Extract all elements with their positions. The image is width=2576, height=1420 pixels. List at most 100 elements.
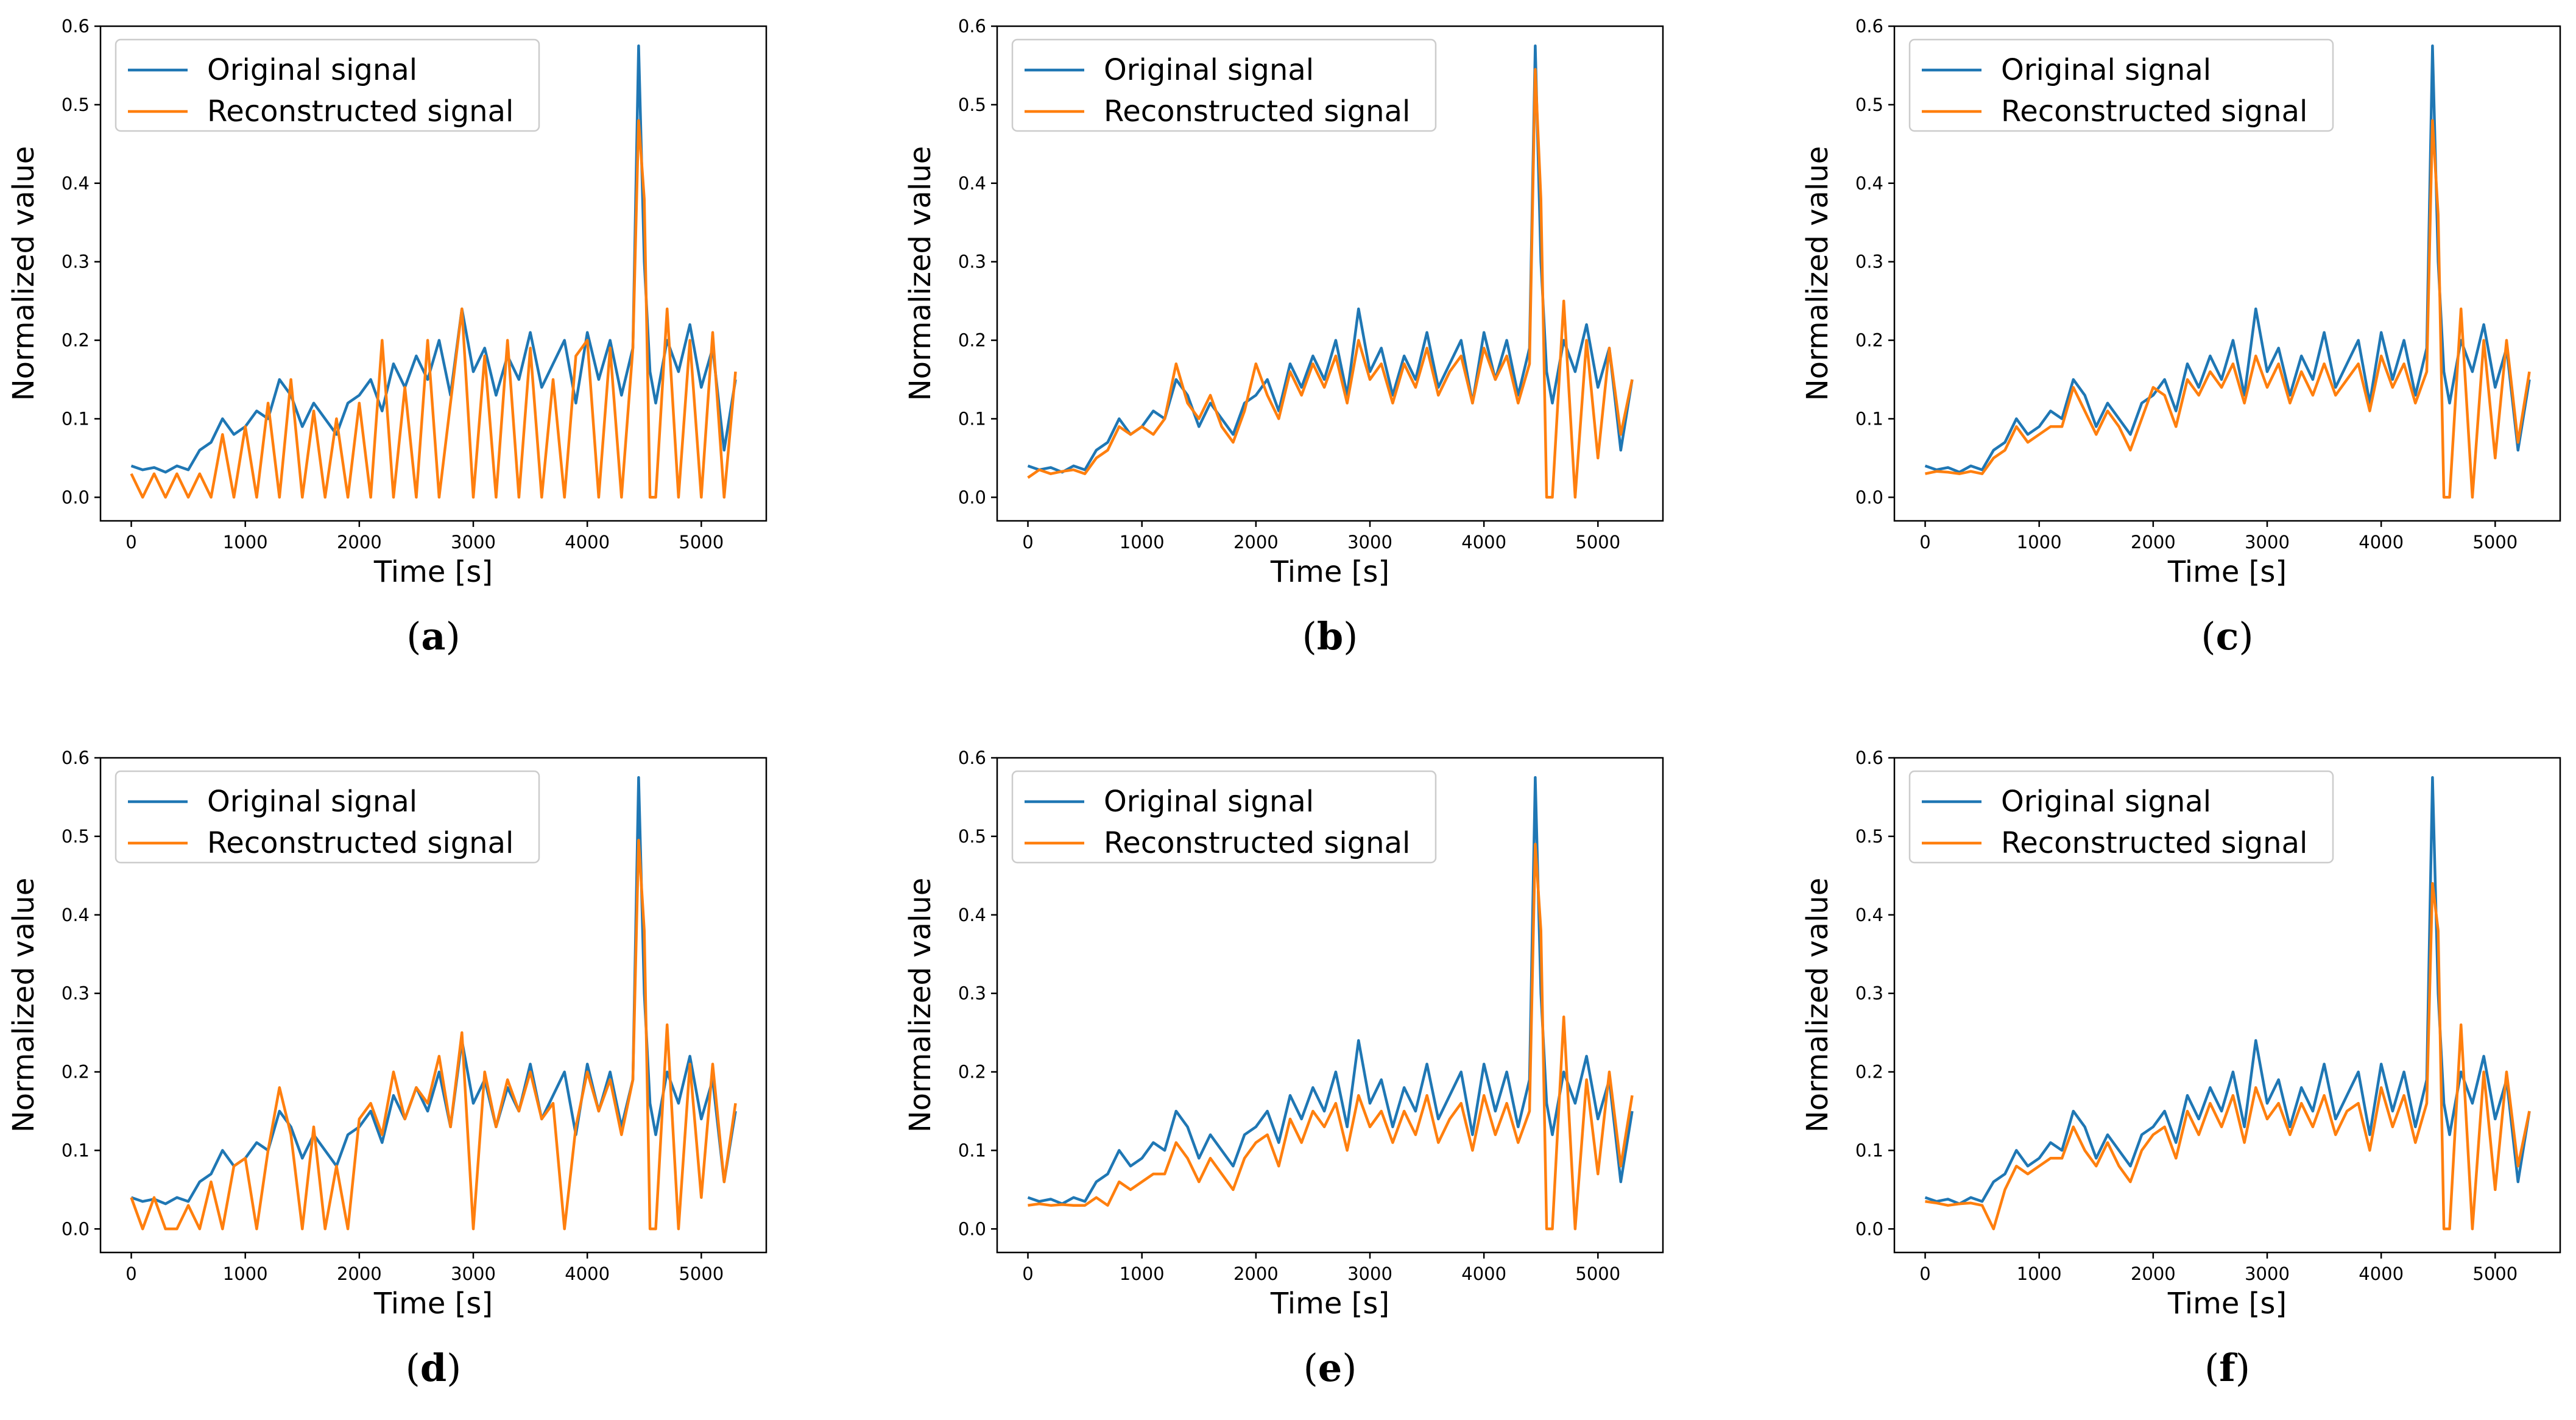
x-tick-label: 2000 (337, 1263, 382, 1284)
legend-box (1011, 38, 1437, 132)
series-group (1027, 775, 1634, 1231)
x-tick-label: 1000 (2017, 1263, 2062, 1284)
plot-frame (996, 757, 1664, 1254)
legend: Original signal Reconstructed signal (1011, 38, 1437, 132)
x-tick-label: 1000 (1120, 1263, 1165, 1284)
x-tick-label: 0 (1919, 1263, 1930, 1284)
y-tick-label: 0.3 (1855, 983, 1883, 1004)
x-axis-title: Time [s] (373, 555, 493, 589)
x-tick-label: 0 (1022, 532, 1033, 553)
y-tick-label: 0.2 (1855, 1062, 1883, 1083)
series-group (1027, 44, 1634, 499)
legend-label: Reconstructed signal (2001, 826, 2307, 860)
x-tick-label: 5000 (679, 1263, 724, 1284)
legend-box (115, 38, 540, 132)
y-tick-label: 0.6 (62, 16, 90, 37)
y-tick-label: 0.6 (1855, 16, 1883, 37)
x-tick-label: 1000 (1120, 532, 1165, 553)
legend-box (1011, 770, 1437, 864)
legend-box (115, 770, 540, 864)
y-tick-label: 0.3 (62, 983, 90, 1004)
x-tick-label: 0 (125, 1263, 136, 1284)
y-tick-label: 0.5 (1855, 94, 1883, 115)
x-tick-label: 4000 (1461, 532, 1506, 553)
x-axis-title: Time [s] (1270, 555, 1389, 589)
y-tick-label: 0.6 (1855, 747, 1883, 768)
y-axis-title: Normalized value (1801, 146, 1835, 401)
y-tick-label: 0.1 (62, 1140, 90, 1160)
series-line-reconstructed (1925, 119, 2531, 499)
series-group (130, 44, 737, 499)
plot-frame (1893, 757, 2561, 1254)
y-axis-title: Normalized value (903, 146, 937, 401)
y-axis-title: Normalized value (1801, 878, 1835, 1133)
chart-panel-a: 0 1000 2000 3000 4000 5000 0.0 0.1 0.2 0.3 0.4 0.5 0… (7, 16, 768, 659)
y-tick-label: 0.2 (62, 1062, 90, 1083)
y-tick-label: 0.0 (62, 487, 90, 507)
plot-frame (996, 25, 1664, 522)
legend-label: Reconstructed signal (1104, 826, 1410, 860)
y-tick-label: 0.0 (1855, 487, 1883, 507)
y-tick-label: 0.2 (958, 1062, 986, 1083)
series-line-original (1924, 775, 2531, 1206)
x-tick-label: 0 (1022, 1263, 1033, 1284)
y-tick-label: 0.3 (958, 983, 986, 1004)
y-tick-label: 0.3 (1855, 252, 1883, 272)
y-tick-label: 0.0 (958, 487, 986, 507)
y-tick-label: 0.6 (958, 16, 986, 37)
y-axis-title: Normalized value (7, 878, 41, 1133)
x-tick-label: 3000 (451, 1263, 496, 1284)
y-tick-label: 0.1 (1855, 408, 1883, 429)
panel-caption: (f) (2204, 1346, 2250, 1390)
legend-box (1908, 38, 2334, 132)
legend-label: Original signal (2001, 785, 2211, 819)
y-tick-label: 0.4 (958, 905, 986, 925)
legend: Original signal Reconstructed signal (1908, 770, 2334, 864)
legend-label: Original signal (207, 785, 417, 819)
x-tick-label: 0 (125, 532, 136, 553)
legend: Original signal Reconstructed signal (115, 770, 540, 864)
y-tick-label: 0.5 (958, 826, 986, 847)
x-tick-label: 1000 (2017, 532, 2062, 553)
legend-label: Original signal (2001, 53, 2211, 87)
chart-panel-c: 0 1000 2000 3000 4000 5000 0.0 0.1 0.2 0.3 0.4 0.5 0… (1801, 16, 2561, 659)
x-tick-label: 4000 (1461, 1263, 1506, 1284)
y-axis-title: Normalized value (7, 146, 41, 401)
legend: Original signal Reconstructed signal (1011, 770, 1437, 864)
series-line-reconstructed (1028, 842, 1634, 1231)
y-tick-label: 0.3 (62, 252, 90, 272)
y-tick-label: 0.1 (1855, 1140, 1883, 1160)
legend: Original signal Reconstructed signal (1908, 38, 2334, 132)
x-tick-label: 2000 (1233, 1263, 1279, 1284)
y-axis-title: Normalized value (903, 878, 937, 1133)
y-tick-label: 0.4 (958, 173, 986, 194)
series-group (1924, 44, 2531, 499)
y-tick-label: 0.4 (1855, 905, 1883, 925)
x-axis-title: Time [s] (373, 1287, 493, 1321)
plot-frame (99, 757, 768, 1254)
legend-box (1908, 770, 2334, 864)
legend-label: Original signal (1104, 785, 1314, 819)
legend: Original signal Reconstructed signal (115, 38, 540, 132)
x-tick-label: 5000 (2472, 532, 2518, 553)
y-tick-label: 0.0 (958, 1218, 986, 1239)
x-tick-label: 4000 (565, 532, 610, 553)
legend-label: Reconstructed signal (207, 826, 513, 860)
x-axis-title: Time [s] (2167, 1287, 2287, 1321)
y-tick-label: 0.1 (958, 1140, 986, 1160)
y-tick-label: 0.6 (958, 747, 986, 768)
chart-panel-f: 0 1000 2000 3000 4000 5000 0.0 0.1 0.2 0.3 0.4 0.5 0… (1801, 747, 2561, 1390)
x-tick-label: 3000 (451, 532, 496, 553)
legend-label: Reconstructed signal (2001, 94, 2307, 129)
panel-caption: (e) (1304, 1346, 1357, 1390)
panel-caption: (c) (2201, 614, 2253, 659)
y-tick-label: 0.4 (62, 905, 90, 925)
x-tick-label: 1000 (223, 532, 268, 553)
plot-frame (99, 25, 768, 522)
panel-caption: (a) (406, 614, 461, 659)
panel-caption: (b) (1302, 614, 1358, 659)
y-tick-label: 0.6 (62, 747, 90, 768)
chart-panel-e: 0 1000 2000 3000 4000 5000 0.0 0.1 0.2 0.3 0.4 0.5 0… (903, 747, 1664, 1390)
x-tick-label: 5000 (1575, 1263, 1620, 1284)
x-tick-label: 4000 (565, 1263, 610, 1284)
